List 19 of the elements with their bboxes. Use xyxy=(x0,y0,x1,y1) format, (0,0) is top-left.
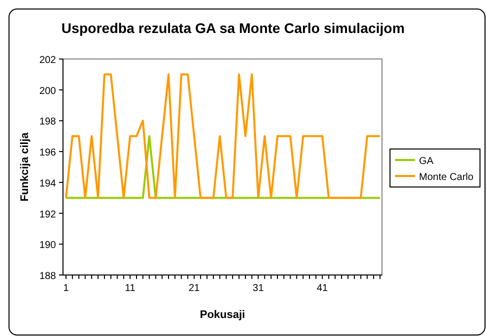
x-tick-label: 21 xyxy=(188,283,200,294)
y-tick-label: 196 xyxy=(39,148,56,159)
y-tick-label: 200 xyxy=(39,86,56,97)
y-tick-label: 202 xyxy=(39,55,56,66)
y-tick-label: 198 xyxy=(39,116,56,128)
x-axis-title: Pokusaji xyxy=(200,309,246,321)
legend-label: Monte Carlo xyxy=(419,172,474,183)
x-tick-label: 41 xyxy=(316,283,328,294)
y-tick-label: 194 xyxy=(39,178,56,190)
x-tick-label: 31 xyxy=(252,283,264,294)
chart-title: Usporedba rezulata GA sa Monte Carlo simulacijom xyxy=(61,20,405,36)
legend-label: GA xyxy=(419,156,434,167)
y-tick-label: 188 xyxy=(39,271,56,282)
x-tick-label: 1 xyxy=(63,283,70,294)
y-tick-label: 190 xyxy=(39,240,56,252)
y-tick-label: 192 xyxy=(39,209,56,220)
line-series xyxy=(65,73,381,199)
x-tick-label: 11 xyxy=(124,283,136,294)
y-axis-title: Funkcija cilja xyxy=(19,132,31,202)
